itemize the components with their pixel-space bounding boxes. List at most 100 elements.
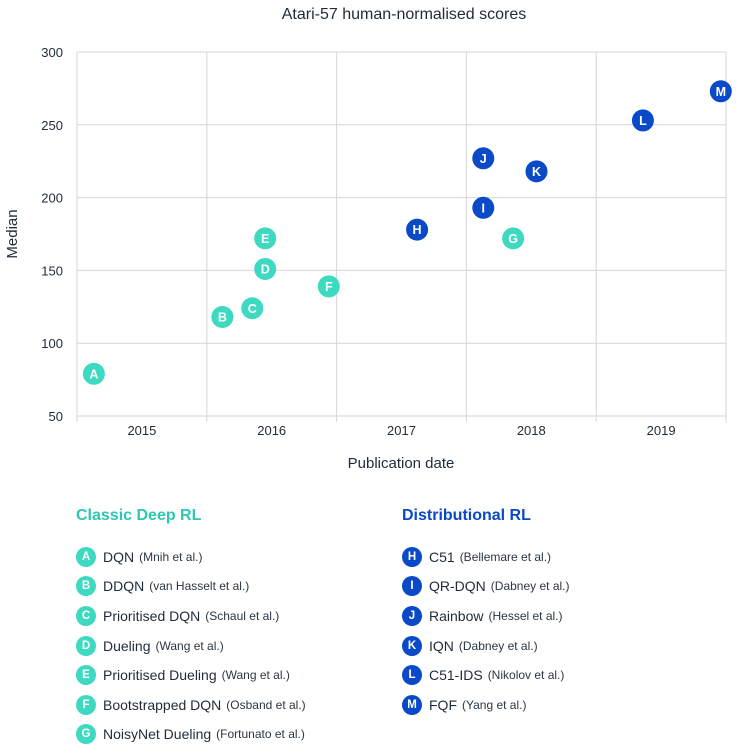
data-point-d: D [254, 257, 277, 280]
legend-authors: (Wang et al.) [155, 638, 224, 653]
data-point-h: H [406, 218, 429, 241]
legend-method: Rainbow [429, 607, 484, 624]
legend-authors: (Nikolov et al.) [487, 668, 565, 683]
point-marker [254, 257, 277, 280]
y-tick-label: 250 [41, 118, 63, 133]
legend-method: Bootstrapped DQN [103, 696, 222, 713]
legend-distributional: Distributional RL H C51 (Bellemare et al.)… [402, 507, 569, 720]
point-label: I [482, 201, 485, 215]
legend-item-l: L C51-IDS (Nikolov et al.) [402, 660, 569, 690]
point-marker [472, 147, 495, 170]
point-label: G [508, 232, 518, 246]
legend-authors: (Mnih et al.) [139, 549, 203, 564]
legend-authors: (Schaul et al.) [205, 608, 280, 623]
data-point-m: M [709, 80, 732, 103]
point-label: K [532, 165, 541, 179]
grid [76, 51, 727, 422]
legend-item-e: E Prioritised Dueling (Wang et al.) [76, 660, 306, 690]
x-axis-label: Publication date [348, 455, 455, 472]
point-label: H [413, 223, 422, 237]
legend-item-c: C Prioritised DQN (Schaul et al.) [76, 601, 306, 631]
point-label: B [218, 310, 227, 324]
legend-badge: A [76, 546, 96, 567]
legend-method: Prioritised DQN [103, 607, 201, 624]
point-label: M [716, 85, 726, 99]
legend-badge: K [402, 635, 422, 656]
x-tick-label: 2015 [127, 423, 156, 438]
point-label: A [89, 367, 98, 381]
chart-title: Atari-57 human-normalised scores [282, 6, 527, 23]
legend-method: FQF [429, 696, 457, 713]
y-tick-label: 100 [41, 336, 63, 351]
x-tick-label: 2019 [647, 423, 676, 438]
legend-item-k: K IQN (Dabney et al.) [402, 631, 569, 661]
legend-authors: (Bellemare et al.) [459, 549, 552, 564]
point-label: E [261, 232, 269, 246]
point-marker [709, 80, 732, 103]
y-tick-label: 300 [41, 45, 63, 60]
point-marker [502, 227, 525, 250]
legend-classic: Classic Deep RL A DQN (Mnih et al.) B DDQN (v… [76, 507, 306, 749]
legend-authors: (Dabney et al.) [458, 638, 538, 653]
legend-badge: H [402, 546, 422, 567]
data-points: A B C D E F G H I J K L M [82, 80, 732, 385]
point-label: J [480, 152, 487, 166]
legend-badge: J [402, 605, 422, 626]
legend-method: C51 [429, 548, 455, 565]
point-label: F [325, 280, 333, 294]
legend-item-d: D Dueling (Wang et al.) [76, 631, 306, 661]
legend-authors: (Dabney et al.) [490, 579, 570, 594]
x-tick-label: 2018 [517, 423, 546, 438]
point-label: L [639, 114, 647, 128]
x-tick-label: 2017 [387, 423, 416, 438]
legend-authors: (Osband et al.) [226, 697, 306, 712]
legend-badge: M [402, 694, 422, 715]
data-point-j: J [472, 147, 495, 170]
legend-badge: L [402, 665, 422, 686]
point-marker [525, 160, 548, 183]
point-marker [211, 305, 234, 328]
legend-authors: (van Hasselt et al.) [149, 579, 250, 594]
data-point-b: B [211, 305, 234, 328]
data-point-c: C [241, 297, 264, 320]
data-point-e: E [254, 227, 277, 250]
legend-method: DDQN [103, 578, 145, 595]
legend-badge: C [76, 605, 96, 626]
legend-method: QR-DQN [429, 578, 486, 595]
point-marker [254, 227, 277, 250]
data-point-l: L [631, 109, 654, 132]
legend-item-h: H C51 (Bellemare et al.) [402, 542, 569, 572]
legend-authors: (Yang et al.) [462, 697, 527, 712]
legend-badge: G [76, 724, 96, 745]
legend-badge: E [76, 665, 96, 686]
legend-item-g: G NoisyNet Dueling (Fortunato et al.) [76, 720, 306, 750]
legend-method: DQN [103, 548, 135, 565]
point-label: D [261, 262, 270, 276]
legend-item-i: I QR-DQN (Dabney et al.) [402, 572, 569, 602]
point-marker [317, 275, 340, 298]
data-point-k: K [525, 160, 548, 183]
y-tick-label: 200 [41, 191, 63, 206]
point-label: C [248, 302, 257, 316]
legend-authors: (Wang et al.) [221, 668, 290, 683]
legend-items-distributional: H C51 (Bellemare et al.) I QR-DQN (Dabney et … [402, 542, 569, 720]
legend-item-f: F Bootstrapped DQN (Osband et al.) [76, 690, 306, 720]
legend-method: NoisyNet Dueling [103, 726, 212, 743]
y-tick-label: 50 [49, 409, 63, 424]
legend-badge: D [76, 635, 96, 656]
data-point-g: G [502, 227, 525, 250]
point-marker [82, 362, 105, 385]
legend-item-b: B DDQN (van Hasselt et al.) [76, 572, 306, 602]
axes: 50 100 150 200 250 300 2015 2016 2017 2018 2019 [41, 45, 675, 438]
legend-method: IQN [429, 637, 454, 654]
y-tick-label: 150 [41, 263, 63, 278]
data-point-a: A [82, 362, 105, 385]
legend-badge: I [402, 576, 422, 597]
legend-badge: F [76, 694, 96, 715]
legend-method: Dueling [103, 637, 151, 654]
x-tick-label: 2016 [257, 423, 286, 438]
point-marker [241, 297, 264, 320]
legend-method: Prioritised Dueling [103, 667, 217, 684]
legend-method: C51-IDS [429, 667, 483, 684]
